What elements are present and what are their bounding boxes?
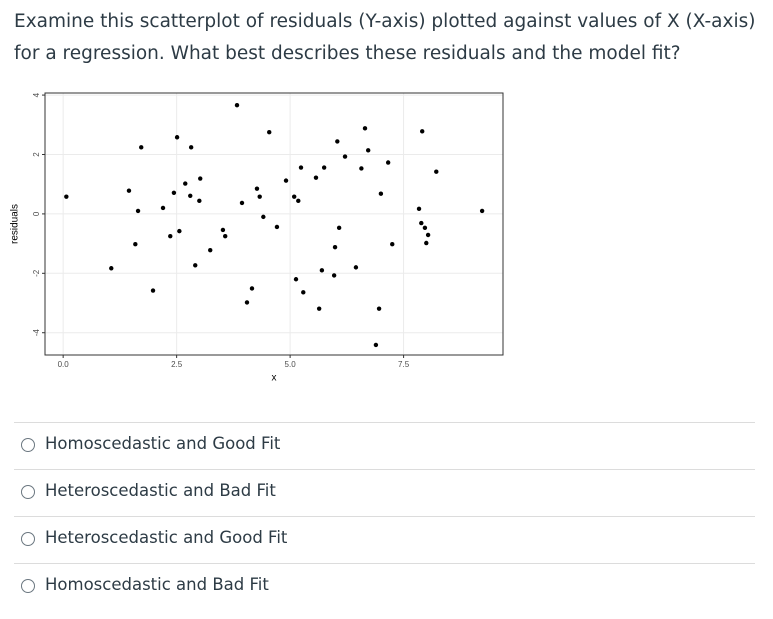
point — [425, 232, 431, 238]
point — [244, 300, 250, 305]
point — [139, 145, 144, 150]
y-tick-label: 2 — [32, 152, 41, 157]
point — [171, 190, 177, 196]
plot-background — [45, 93, 503, 355]
point — [150, 288, 156, 293]
point — [198, 176, 203, 181]
options: Homoscedastic and Good Fit Heteroscedasti… — [14, 422, 755, 610]
point — [332, 244, 338, 250]
point — [168, 233, 173, 239]
question-text: Examine this scatterplot of residuals (Y… — [14, 11, 756, 64]
point — [342, 154, 348, 159]
point — [133, 241, 138, 247]
point — [479, 208, 485, 214]
x-tick-label: 7.5 — [398, 360, 410, 369]
point — [261, 214, 266, 220]
point — [420, 129, 425, 134]
radio-button[interactable] — [21, 485, 35, 499]
point — [365, 148, 371, 153]
point — [390, 241, 395, 247]
chart: -4 -2 0 2 4 0.0 2.5 5.0 7.5 x residuals — [10, 92, 504, 384]
option-label[interactable]: Homoscedastic and Bad Fit — [45, 575, 269, 594]
point — [183, 181, 188, 186]
point — [188, 193, 193, 198]
point — [316, 306, 322, 311]
point — [64, 194, 69, 199]
point — [234, 102, 240, 108]
point — [267, 130, 272, 135]
point — [254, 186, 260, 191]
point — [188, 145, 194, 150]
point — [378, 191, 384, 196]
answer-option[interactable]: Homoscedastic and Good Fit — [14, 422, 755, 469]
point — [434, 169, 439, 174]
answer-option[interactable]: Heteroscedastic and Good Fit — [14, 516, 755, 563]
point — [239, 200, 245, 206]
radio-button[interactable] — [21, 579, 35, 593]
y-axis-label: residuals — [10, 204, 21, 244]
point — [197, 198, 202, 204]
point — [336, 225, 342, 231]
x-axis-label: x — [272, 373, 277, 384]
point — [359, 166, 364, 171]
point — [135, 208, 141, 214]
point — [385, 160, 391, 165]
point — [220, 227, 226, 233]
point — [296, 198, 301, 204]
answer-option[interactable]: Homoscedastic and Bad Fit — [14, 563, 755, 610]
point — [274, 224, 280, 230]
point — [160, 205, 166, 211]
point — [223, 233, 228, 239]
y-tick-label: 0 — [32, 211, 41, 216]
plot-border — [44, 92, 504, 356]
y-tick-label: -2 — [32, 269, 41, 277]
point — [298, 165, 304, 170]
point — [422, 225, 428, 231]
point — [319, 268, 325, 273]
y-tick-label: 4 — [32, 92, 41, 97]
point — [373, 342, 379, 348]
y-tick-label: -4 — [32, 329, 41, 337]
point — [353, 265, 359, 270]
option-label[interactable]: Heteroscedastic and Bad Fit — [45, 481, 276, 500]
point — [126, 188, 132, 193]
point — [424, 240, 429, 246]
answer-option[interactable]: Heteroscedastic and Bad Fit — [14, 469, 755, 516]
point — [416, 206, 422, 212]
x-tick-label: 0.0 — [58, 360, 70, 369]
point — [331, 273, 337, 278]
point — [313, 175, 319, 180]
point — [376, 306, 382, 311]
point — [419, 220, 424, 226]
point — [208, 247, 213, 253]
point — [321, 165, 327, 170]
point — [291, 194, 297, 199]
point — [174, 135, 180, 140]
point — [109, 266, 114, 271]
point — [301, 290, 306, 295]
point — [283, 178, 289, 183]
point — [177, 228, 182, 234]
point — [249, 286, 255, 291]
option-label[interactable]: Heteroscedastic and Good Fit — [45, 528, 288, 547]
point — [362, 126, 368, 131]
x-tick-label: 2.5 — [171, 360, 183, 369]
point — [335, 139, 340, 144]
radio-button[interactable] — [21, 438, 35, 452]
point — [193, 263, 198, 268]
x-tick-label: 5.0 — [285, 360, 297, 369]
point — [257, 194, 262, 199]
radio-button[interactable] — [21, 532, 35, 546]
option-label[interactable]: Homoscedastic and Good Fit — [45, 434, 281, 453]
point — [293, 277, 299, 282]
